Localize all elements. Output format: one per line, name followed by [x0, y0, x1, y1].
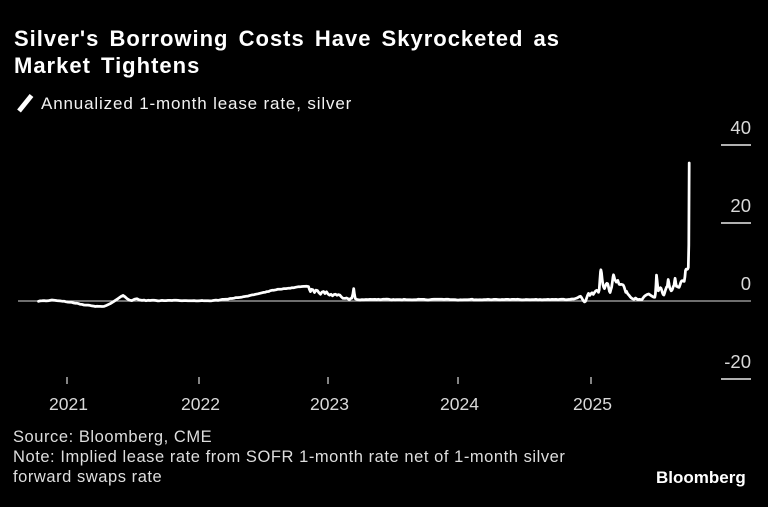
svg-text:-20: -20: [724, 351, 751, 372]
svg-text:40: 40: [730, 117, 751, 138]
svg-text:20: 20: [730, 195, 751, 216]
svg-text:2025: 2025: [573, 394, 612, 414]
svg-text:2023: 2023: [310, 394, 349, 414]
svg-text:2024: 2024: [440, 394, 479, 414]
svg-text:2021: 2021: [49, 394, 88, 414]
svg-text:0: 0: [741, 273, 751, 294]
svg-text:2022: 2022: [181, 394, 220, 414]
